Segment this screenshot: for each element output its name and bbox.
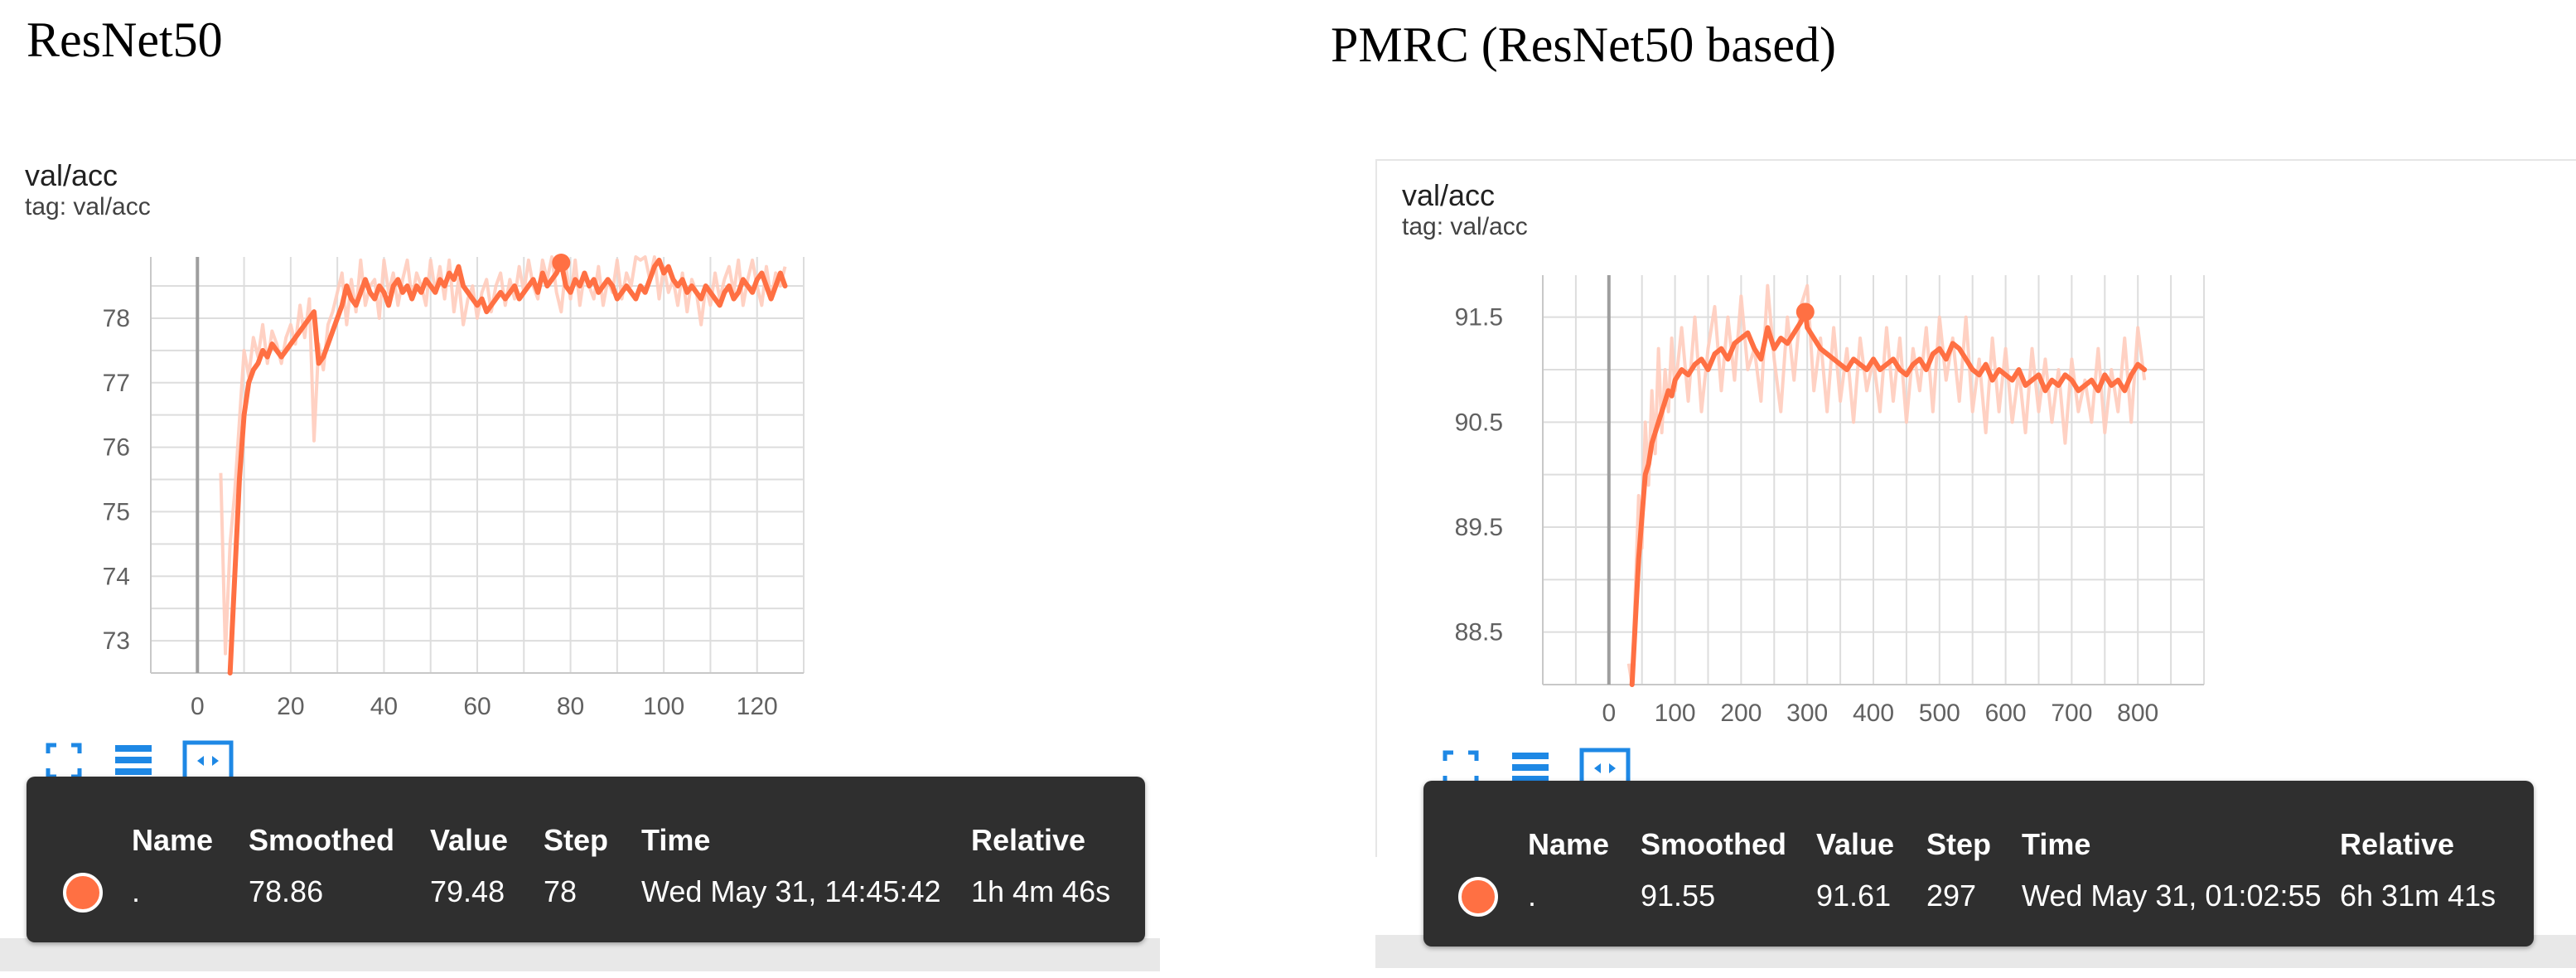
highlight-point <box>1795 303 1815 322</box>
y-tick-label: 90.5 <box>1455 409 1503 436</box>
x-tick-label: 300 <box>1786 700 1828 727</box>
x-tick-label: 100 <box>1655 700 1696 727</box>
tt-relative: 6h 31m 41s <box>2340 879 2496 913</box>
x-tick-label: 40 <box>370 693 398 720</box>
x-tick-label: 100 <box>643 693 684 720</box>
x-tick-label: 0 <box>1602 700 1616 727</box>
tt-header-time: Time <box>641 823 711 857</box>
tt-header-smoothed: Smoothed <box>249 823 394 857</box>
tooltip-left: Name Smoothed Value Step Time Relative .… <box>27 777 1145 942</box>
y-tick-label: 73 <box>103 627 130 655</box>
y-tick-label: 91.5 <box>1455 304 1503 332</box>
y-tick-label: 77 <box>103 370 130 397</box>
y-tick-label: 75 <box>103 498 130 525</box>
y-tick-label: 76 <box>103 434 130 462</box>
tt-step: 297 <box>1926 879 1977 913</box>
y-tick-label: 74 <box>103 563 130 590</box>
tt-name: . <box>1528 879 1537 913</box>
line-chart-left[interactable]: 0 20 40 60 80 100 120 73 74 75 76 77 78 <box>0 149 1160 978</box>
chart-title: val/acc <box>25 158 118 192</box>
tt-header-name: Name <box>132 823 214 857</box>
tt-smoothed: 78.86 <box>249 874 324 908</box>
series-raw-line <box>219 255 787 656</box>
tt-header-time: Time <box>2022 827 2091 861</box>
series-smoothed-line <box>1629 309 2148 687</box>
tt-header-relative: Relative <box>971 823 1086 857</box>
tt-time: Wed May 31, 01:02:55 <box>2022 879 2322 913</box>
x-tick-label: 120 <box>737 693 778 720</box>
tt-step: 78 <box>544 874 578 908</box>
series-raw-line <box>1626 283 2147 686</box>
x-tick-label: 700 <box>2051 700 2092 727</box>
panel-heading-left: ResNet50 <box>27 12 223 67</box>
tt-header-relative: Relative <box>2340 827 2455 861</box>
x-tick-label: 200 <box>1720 700 1762 727</box>
y-tick-label: 88.5 <box>1455 619 1503 646</box>
x-tick-label: 800 <box>2117 700 2158 727</box>
tooltip-right: Name Smoothed Value Step Time Relative .… <box>1423 781 2534 947</box>
y-tick-label: 89.5 <box>1455 514 1503 541</box>
series-color-dot <box>63 873 103 913</box>
chart-tag: tag: val/acc <box>25 193 151 220</box>
chart-toolbar <box>43 740 234 782</box>
x-tick-label: 60 <box>463 693 491 720</box>
tt-header-step: Step <box>544 823 609 857</box>
x-tick-label: 600 <box>1985 700 2027 727</box>
fullscreen-icon[interactable] <box>43 740 85 782</box>
x-tick-label: 400 <box>1853 700 1894 727</box>
chart-tag: tag: val/acc <box>1402 213 1528 240</box>
x-tick-label: 500 <box>1919 700 1960 727</box>
data-table-icon[interactable] <box>113 740 154 782</box>
data-table-icon[interactable] <box>1510 748 1551 789</box>
chart-title: val/acc <box>1402 178 1496 212</box>
tt-header-name: Name <box>1528 827 1610 861</box>
x-tick-label: 80 <box>557 693 584 720</box>
x-tick-label: 20 <box>277 693 304 720</box>
highlight-point <box>552 254 571 273</box>
tt-value: 91.61 <box>1816 879 1892 913</box>
tt-value: 79.48 <box>430 874 505 908</box>
line-chart-right[interactable]: 0 100 200 300 400 500 600 700 800 88.5 89.5 90.5 91.… <box>1375 149 2576 978</box>
tt-time: Wed May 31, 14:45:42 <box>641 874 941 908</box>
series-color-dot <box>1458 877 1498 917</box>
x-tick-label: 0 <box>191 693 205 720</box>
tt-header-step: Step <box>1926 827 1992 861</box>
tt-relative: 1h 4m 46s <box>971 874 1111 908</box>
fullscreen-icon[interactable] <box>1440 748 1481 789</box>
series-smoothed-line <box>227 257 788 675</box>
tt-smoothed: 91.55 <box>1641 879 1716 913</box>
tt-header-smoothed: Smoothed <box>1641 827 1786 861</box>
tt-name: . <box>132 874 141 908</box>
tt-header-value: Value <box>430 823 509 857</box>
fit-domain-icon[interactable] <box>182 740 234 782</box>
y-tick-label: 78 <box>103 305 130 332</box>
panel-heading-right: PMRC (ResNet50 based) <box>1331 17 1836 72</box>
tt-header-value: Value <box>1816 827 1895 861</box>
card-bottom-bar <box>0 938 1160 971</box>
